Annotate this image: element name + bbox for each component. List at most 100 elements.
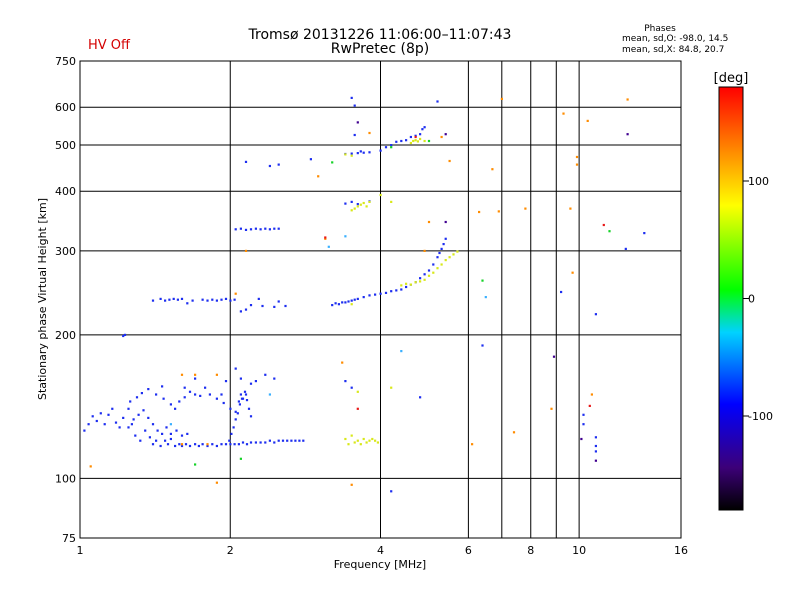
data-point: [359, 150, 362, 153]
data-point: [180, 297, 184, 300]
data-point: [188, 444, 192, 448]
data-point: [211, 443, 214, 446]
data-point: [350, 303, 353, 306]
data-point: [243, 390, 247, 393]
data-point: [452, 253, 455, 256]
data-point: [350, 299, 353, 302]
data-point: [178, 443, 181, 446]
data-point: [356, 121, 359, 124]
data-point: [254, 227, 257, 230]
data-point: [191, 299, 194, 302]
y-tick-label: 400: [55, 185, 76, 198]
phases-stats-title: Phases: [644, 24, 676, 34]
data-point: [290, 439, 293, 442]
y-axis-label: Stationary phase Virtual Height [km]: [36, 198, 49, 400]
data-point: [586, 119, 589, 122]
data-point: [436, 256, 439, 259]
data-point: [594, 450, 597, 453]
x-tick-label: 2: [227, 544, 234, 557]
data-point: [356, 297, 359, 300]
data-point: [344, 153, 347, 156]
data-point: [427, 220, 431, 224]
data-point: [444, 220, 447, 224]
data-point: [569, 207, 572, 210]
chart-subtitle: RwPretec (8p): [330, 41, 430, 57]
data-point: [211, 298, 214, 301]
data-point: [356, 203, 359, 206]
data-point: [194, 443, 197, 446]
data-point: [368, 151, 371, 154]
data-point: [421, 128, 424, 131]
data-point: [395, 140, 398, 143]
data-point: [99, 412, 102, 415]
chart-title: Tromsø 20131226 11:06:00–11:07:43: [248, 27, 512, 43]
data-point: [234, 228, 237, 231]
data-point: [409, 283, 412, 286]
data-point: [440, 135, 443, 139]
data-point: [161, 432, 164, 435]
data-point: [186, 432, 189, 435]
data-point: [365, 441, 368, 444]
data-point: [215, 373, 218, 376]
data-point: [239, 310, 242, 313]
data-point: [438, 251, 441, 255]
colorbar-tick-label: 0: [748, 293, 755, 306]
data-point: [169, 432, 172, 435]
data-point: [259, 228, 262, 231]
data-point: [151, 299, 155, 302]
x-tick-label: 4: [377, 544, 384, 557]
data-point: [353, 104, 356, 107]
data-point: [224, 443, 228, 446]
data-point: [423, 278, 426, 281]
data-point: [194, 373, 197, 376]
grid-lines: [80, 61, 681, 538]
data-point: [353, 133, 356, 137]
data-point: [347, 443, 350, 446]
data-point: [127, 407, 130, 410]
data-point: [478, 210, 481, 214]
data-point: [497, 210, 500, 213]
data-point: [344, 235, 347, 238]
data-point: [412, 139, 415, 143]
data-point: [432, 263, 435, 266]
data-point: [590, 393, 593, 396]
data-point: [206, 444, 209, 448]
data-point: [249, 228, 253, 231]
data-point: [184, 443, 188, 446]
data-point: [137, 413, 140, 416]
data-point: [353, 298, 356, 301]
data-point: [448, 256, 451, 259]
data-point: [356, 390, 359, 393]
data-point: [405, 139, 408, 142]
data-point: [302, 439, 305, 442]
data-point: [244, 308, 248, 311]
data-point: [580, 437, 583, 441]
data-point: [247, 407, 251, 410]
data-point: [337, 303, 340, 306]
data-point: [273, 441, 276, 444]
y-tick-label: 600: [55, 101, 76, 114]
data-point: [176, 298, 179, 301]
data-point: [362, 151, 365, 154]
data-point: [350, 154, 353, 157]
data-point: [427, 139, 431, 143]
data-point: [175, 429, 178, 432]
data-point: [220, 393, 223, 396]
data-point: [183, 386, 186, 389]
data-point: [259, 441, 262, 444]
data-point: [156, 429, 159, 432]
data-point: [400, 288, 403, 291]
data-point: [206, 299, 209, 302]
data-point: [159, 297, 162, 300]
data-point: [324, 237, 327, 240]
data-point: [155, 439, 158, 442]
data-point: [582, 413, 585, 416]
data-point: [436, 267, 439, 270]
colorbar-tick-label: 100: [748, 175, 769, 188]
data-point: [229, 299, 232, 302]
data-point: [174, 444, 177, 448]
data-point: [89, 465, 92, 468]
data-point: [419, 280, 422, 283]
data-point: [414, 281, 417, 284]
data-point: [245, 399, 249, 402]
